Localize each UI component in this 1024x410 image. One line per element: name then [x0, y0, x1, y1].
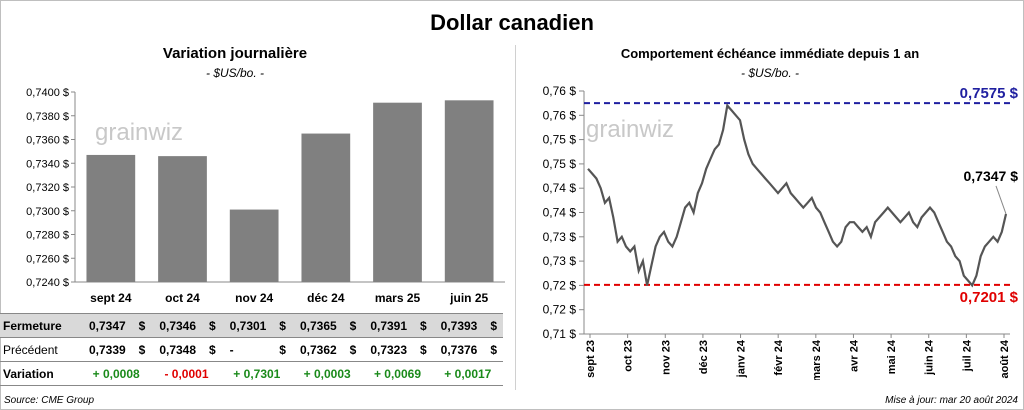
variation-value: + 0,0069 — [362, 361, 433, 386]
row-label: Fermeture — [0, 313, 81, 338]
line-chart: 0,71 $ 0,72 $ 0,72 $ 0,73 $ 0,73 $ 0,74 $ 0,74… — [543, 84, 1019, 380]
x-tick-label: mai 24 — [886, 339, 898, 374]
x-tick-label: janv 24 — [736, 339, 748, 378]
y-tick-label: 0,76 $ — [543, 108, 577, 122]
cell-unit: $ — [419, 318, 427, 333]
table-row-variation: Variation + 0,0008 - 0,0001 + 0,7301 + 0… — [0, 361, 503, 386]
cell-value: 0,7391 — [370, 318, 408, 333]
x-tick-label: juil 24 — [961, 339, 973, 372]
variation-value: - 0,0001 — [151, 361, 222, 386]
cell-value: 0,7348 — [159, 342, 197, 357]
x-tick-label: oct 23 — [623, 340, 635, 372]
cell-value: 0,7347 — [89, 318, 126, 333]
cell-unit: $ — [349, 318, 357, 333]
cell-unit: $ — [490, 318, 497, 333]
cell-unit: $ — [208, 342, 216, 357]
left-panel-subtitle: - $US/bo. - — [205, 66, 265, 80]
y-tick-label: 0,75 $ — [543, 133, 577, 147]
update-note: Mise à jour: mar 20 août 2024 — [885, 395, 1018, 406]
y-tick-label: 0,75 $ — [543, 157, 577, 171]
cell-value: 0,7376 — [440, 342, 478, 357]
right-panel-subtitle: - $US/bo. - — [740, 66, 800, 80]
y-tick-label: 0,73 $ — [543, 254, 577, 268]
y-tick-label: 0,76 $ — [543, 84, 577, 98]
table-row-precedent: Précédent 0,7339 $ 0,7348 $ - $ 0,7362 $ 0,7… — [0, 337, 503, 362]
x-tick-label: sept 24 — [90, 291, 132, 305]
cell-value: - — [229, 342, 234, 357]
x-tick-label: oct 24 — [165, 291, 200, 305]
last-value-leader — [995, 185, 1007, 215]
data-table: Fermeture 0,7347 $ 0,7346 $ 0,7301 $ 0,7365… — [0, 313, 503, 386]
y-tick-label: 0,7380 $ — [26, 111, 69, 123]
variation-value: + 0,7301 — [221, 361, 292, 386]
high-label: 0,7575 $ — [960, 85, 1019, 102]
bar — [301, 133, 351, 282]
cell-unit: $ — [490, 342, 497, 357]
x-tick-label: juin 24 — [924, 339, 936, 376]
bar — [373, 102, 422, 282]
variation-value: + 0,0017 — [432, 361, 503, 386]
bar — [444, 100, 494, 282]
cell-unit: $ — [138, 318, 146, 333]
row-label: Précédent — [0, 337, 81, 362]
cell-value: 0,7339 — [89, 342, 126, 357]
watermark: grainwiz — [95, 119, 183, 146]
x-tick-label: mars 24 — [811, 339, 823, 380]
low-label: 0,7201 $ — [960, 289, 1019, 306]
cell-value: 0,7362 — [299, 342, 337, 357]
y-tick-label: 0,72 $ — [543, 303, 577, 317]
x-tick-label: nov 24 — [235, 291, 273, 305]
x-tick-label: déc 24 — [307, 291, 345, 305]
y-tick-label: 0,72 $ — [543, 278, 577, 292]
variation-value: + 0,0003 — [291, 361, 363, 386]
right-panel-title: Comportement échéance immédiate depuis 1… — [620, 46, 920, 61]
y-tick-label: 0,7340 $ — [26, 158, 69, 170]
cell-value: 0,7301 — [229, 318, 267, 333]
bar — [229, 209, 279, 282]
x-tick-label: août 24 — [999, 339, 1011, 378]
cell-value: 0,7393 — [440, 318, 478, 333]
y-tick-label: 0,73 $ — [543, 230, 577, 244]
cell-unit: $ — [419, 342, 427, 357]
y-tick-label: 0,74 $ — [543, 206, 577, 220]
x-tick-label: nov 23 — [660, 340, 672, 375]
cell-value: 0,7346 — [159, 318, 197, 333]
cell-value: 0,7323 — [370, 342, 408, 357]
cell-unit: $ — [208, 318, 216, 333]
source-note: Source: CME Group — [4, 395, 95, 406]
y-tick-label: 0,7280 $ — [26, 230, 69, 242]
x-tick-label: févr 24 — [773, 339, 785, 375]
x-tick-label: déc 23 — [698, 340, 710, 374]
left-panel-title: Variation journalière — [162, 45, 308, 62]
y-tick-label: 0,7360 $ — [26, 135, 69, 147]
cell-unit: $ — [279, 318, 286, 333]
cell-value: 0,7365 — [299, 318, 337, 333]
x-tick-label: mars 25 — [375, 291, 421, 305]
x-tick-label: juin 25 — [449, 291, 488, 305]
watermark: grainwiz — [586, 116, 674, 143]
y-tick-label: 0,7320 $ — [26, 182, 69, 194]
y-tick-label: 0,7400 $ — [26, 87, 69, 99]
cell-unit: $ — [349, 342, 357, 357]
x-tick-label: avr 24 — [848, 339, 860, 372]
x-tick-label: sept 23 — [585, 340, 597, 378]
row-label: Variation — [0, 361, 81, 386]
y-tick-label: 0,7260 $ — [26, 253, 69, 265]
bar — [158, 156, 207, 282]
main-title: Dollar canadien — [430, 10, 594, 35]
cell-unit: $ — [138, 342, 146, 357]
y-tick-label: 0,7240 $ — [26, 277, 69, 289]
y-tick-label: 0,74 $ — [543, 181, 577, 195]
series-line — [587, 103, 1008, 288]
table-row-fermeture: Fermeture 0,7347 $ 0,7346 $ 0,7301 $ 0,7365… — [0, 313, 503, 338]
panel-divider — [515, 45, 516, 390]
cell-unit: $ — [279, 342, 286, 357]
variation-value: + 0,0008 — [81, 361, 152, 386]
y-tick-label: 0,7300 $ — [26, 206, 69, 218]
last-value-label: 0,7347 $ — [964, 168, 1019, 184]
bar — [86, 154, 136, 282]
y-tick-label: 0,71 $ — [543, 327, 577, 341]
bar-chart: 0,7240 $ 0,7260 $ 0,7280 $ 0,7300 $ 0,7320 $… — [26, 87, 505, 305]
